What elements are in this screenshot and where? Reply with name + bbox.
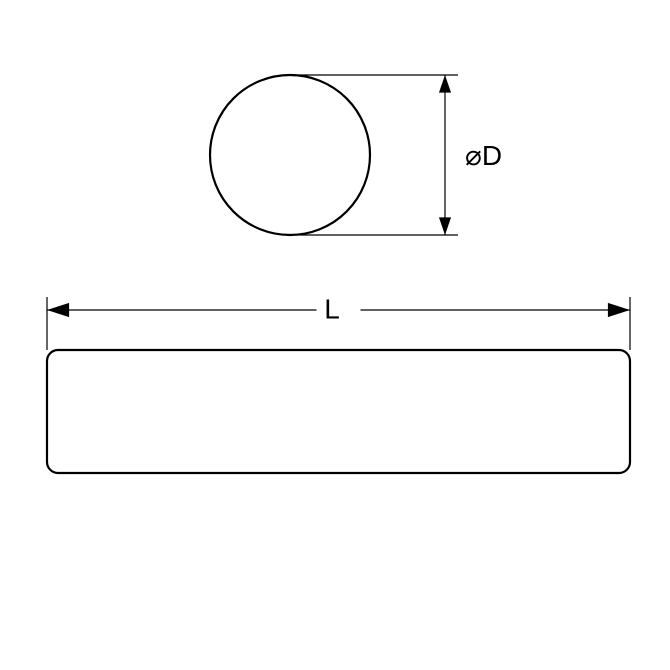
diameter-label: ⌀D	[465, 140, 502, 171]
technical-drawing: ⌀D L	[0, 0, 670, 670]
length-label: L	[324, 293, 340, 324]
